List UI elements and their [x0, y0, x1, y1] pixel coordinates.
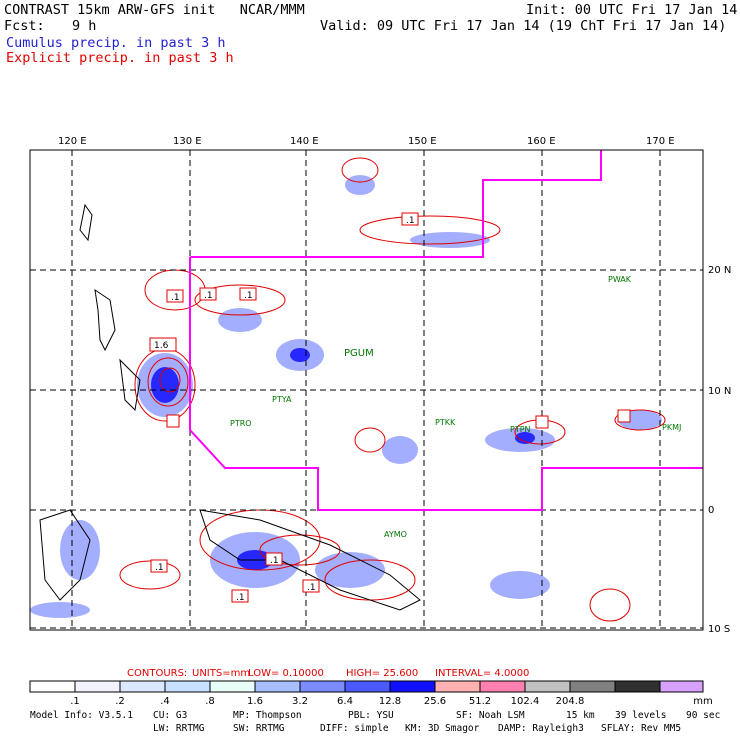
contour-label: .1 — [406, 216, 415, 226]
diffusion-scheme: DIFF: simple — [320, 723, 389, 734]
init-time: Init: 00 UTC Fri 17 Jan 14 — [526, 2, 738, 18]
cumulus-precip — [30, 175, 662, 618]
contours-label: CONTOURS: — [127, 668, 187, 679]
lat-label: 10 N — [708, 386, 731, 397]
scale-value: .1 — [70, 696, 80, 707]
station-label: PTPN — [510, 425, 531, 434]
map-grid — [30, 150, 703, 630]
station-label: PWAK — [608, 275, 632, 284]
contour-label: .1 — [307, 583, 316, 593]
lat-label: 20 N — [708, 265, 731, 276]
contour-label: .1 — [270, 556, 279, 566]
resolution: 15 km — [566, 710, 595, 721]
station-label: PGUM — [344, 348, 374, 359]
scale-value: .8 — [205, 696, 215, 707]
contours-interval: INTERVAL= 4.0000 — [435, 668, 529, 679]
forecast-hour: 9 h — [72, 18, 97, 34]
lat-label: 0 — [708, 505, 714, 516]
lon-label: 120 E — [58, 136, 87, 147]
station-label: PTRO — [230, 419, 252, 428]
color-scale — [29, 680, 704, 693]
lat-label: 10 S — [708, 624, 730, 635]
contour-label: 1.6 — [154, 341, 169, 351]
contours-low: LOW= 0.10000 — [248, 668, 324, 679]
lon-label: 150 E — [408, 136, 437, 147]
surface-layer: SFLAY: Rev MM5 — [601, 723, 682, 734]
contour-label: .1 — [244, 291, 253, 301]
surface-scheme: SF: Noah LSM — [456, 710, 525, 721]
model-info: Model Info: V3.5.1 — [30, 710, 133, 721]
damping-scheme: DAMP: Rayleigh3 — [498, 723, 584, 734]
scale-value: 25.6 — [424, 696, 446, 707]
contour-label: .1 — [171, 293, 180, 303]
lon-label: 160 E — [527, 136, 556, 147]
scale-value: .2 — [115, 696, 125, 707]
cumulus-legend: Cumulus precip. in past 3 h — [6, 35, 226, 51]
contour-label: .1 — [155, 563, 164, 573]
valid-time: Valid: 09 UTC Fri 17 Jan 14 (19 ChT Fri … — [320, 18, 727, 34]
station-label: AYMO — [384, 530, 407, 539]
map-frame — [29, 149, 704, 631]
explicit-legend: Explicit precip. in past 3 h — [6, 50, 234, 66]
contour-label: .1 — [236, 593, 245, 603]
lon-label: 140 E — [290, 136, 319, 147]
vertical-levels: 39 levels — [615, 710, 667, 721]
lon-label: 130 E — [173, 136, 202, 147]
scale-unit: mm — [693, 696, 712, 707]
scale-value: 51.2 — [469, 696, 491, 707]
station-label: PTKK — [435, 418, 456, 427]
map-title: CONTRAST 15km ARW-GFS init NCAR/MMM — [4, 2, 305, 18]
scale-value: 3.2 — [292, 696, 308, 707]
forecast-label: Fcst: — [4, 18, 45, 34]
contour-label: .1 — [204, 291, 213, 301]
pbl-scheme: PBL: YSU — [348, 710, 394, 721]
cumulus-scheme: CU: G3 — [153, 710, 188, 721]
station-label: PTYA — [272, 395, 292, 404]
shortwave-scheme: SW: RRTMG — [233, 723, 285, 734]
scale-value: 102.4 — [511, 696, 540, 707]
timestep: 90 sec — [686, 710, 721, 721]
scale-value: 204.8 — [556, 696, 585, 707]
lon-label: 170 E — [646, 136, 675, 147]
station-label: PKMJ — [662, 423, 681, 432]
scale-value: 1.6 — [247, 696, 263, 707]
microphysics: MP: Thompson — [233, 710, 302, 721]
contours-high: HIGH= 25.600 — [346, 668, 418, 679]
scale-value: 12.8 — [379, 696, 401, 707]
scale-value: .4 — [160, 696, 170, 707]
contours-units: UNITS=mm — [192, 668, 250, 679]
km-scheme: KM: 3D Smagor — [405, 723, 480, 734]
scale-value: 6.4 — [337, 696, 353, 707]
region-boundary — [190, 150, 602, 258]
longwave-scheme: LW: RRTMG — [153, 723, 205, 734]
